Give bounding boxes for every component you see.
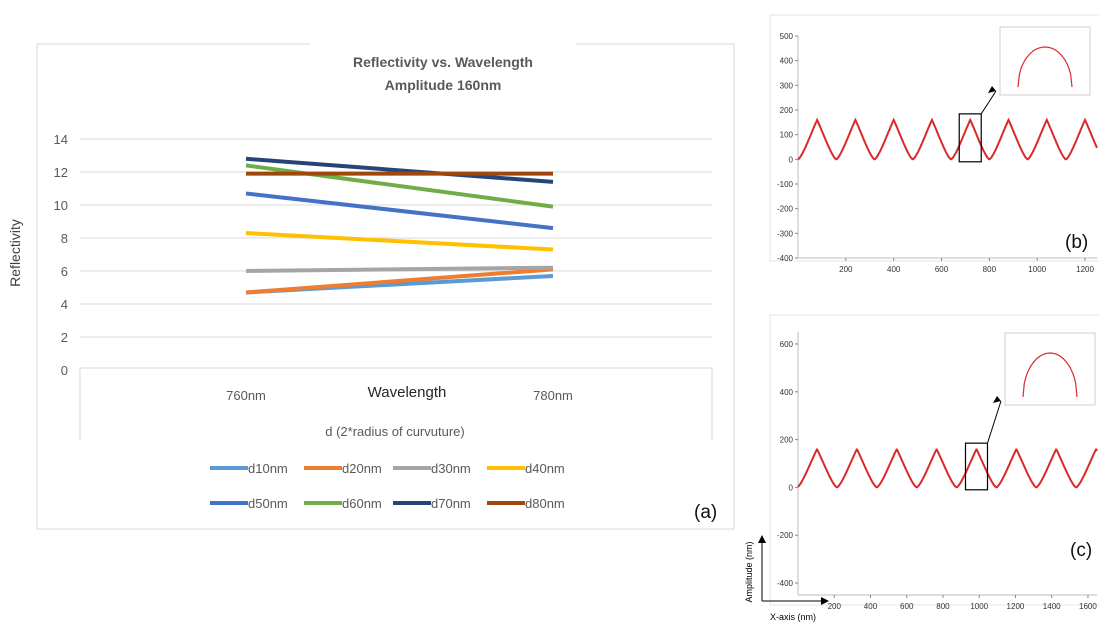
y-tick-label: 200 — [780, 436, 794, 445]
panel-c: -400 -200 0 200 400 600 200 400 600 800 1000 1200 14… — [769, 314, 1099, 611]
x-tick-label: 400 — [887, 265, 901, 274]
zoom-box — [958, 113, 982, 163]
y-tick-label: 0 — [789, 483, 794, 492]
profile-line — [797, 448, 1098, 489]
y-tick-label: 14 — [54, 132, 68, 147]
zoom-arrow-line — [987, 400, 1002, 444]
inset-profile-line — [1022, 352, 1078, 398]
zoom-arrow-line — [980, 90, 997, 115]
y-tick-label: 400 — [780, 57, 794, 66]
inset-frame — [1004, 332, 1096, 406]
x-axis-title: Wavelength — [368, 384, 447, 401]
legend-label: d40nm — [525, 461, 565, 476]
y-tick-label: 100 — [780, 131, 794, 140]
category-labels: 760nm 780nm — [226, 388, 573, 403]
legend-label: d50nm — [248, 496, 288, 511]
arrow-up-icon — [758, 535, 766, 543]
y-tick-label: -200 — [777, 205, 794, 214]
legend-label: d60nm — [342, 496, 382, 511]
y-tick-label: 2 — [61, 330, 68, 345]
axes-legend-x-label: X-axis (nm) — [770, 612, 816, 622]
y-tick-label: 6 — [61, 264, 68, 279]
x-tick-label: 1600 — [1079, 602, 1097, 611]
x-tick-label: 780nm — [533, 388, 573, 403]
zoom-arrow-icon — [988, 86, 996, 93]
panel-c-frame — [769, 314, 1099, 606]
x-tick-label: 800 — [936, 602, 950, 611]
y-tick-label: -300 — [777, 229, 794, 238]
legend-label: d80nm — [525, 496, 565, 511]
y-tick-label: -400 — [777, 579, 794, 588]
series-line-d70nm — [245, 156, 554, 184]
series-line-d20nm — [245, 267, 554, 295]
axes-legend-y-label: Amplitude (nm) — [744, 541, 754, 602]
x-tick-label: 1400 — [1043, 602, 1061, 611]
y-tick-label: 10 — [54, 198, 68, 213]
x-tick-label: 1000 — [1028, 265, 1046, 274]
panel-b-frame — [769, 14, 1099, 262]
series-line-d30nm — [245, 265, 554, 273]
y-tick-label: 300 — [780, 81, 794, 90]
x-tick-label: 200 — [828, 602, 842, 611]
x-tick-label: 600 — [935, 265, 949, 274]
title-box — [310, 42, 576, 106]
arrow-right-icon — [821, 597, 829, 605]
panel-b-plot: -400 -300 -200 -100 0 100 200 300 400 500 200 400 60… — [777, 26, 1098, 274]
legend-label: d20nm — [342, 461, 382, 476]
panel-a-label: (a) — [694, 502, 717, 523]
legend-label: d70nm — [431, 496, 471, 511]
x-tick-label: 1200 — [1076, 265, 1094, 274]
legend-label: d30nm — [431, 461, 471, 476]
y-tick-label: 600 — [780, 340, 794, 349]
zoom-box — [964, 442, 989, 491]
x-tick-label: 1200 — [1007, 602, 1025, 611]
panel-c-plot: -400 -200 0 200 400 600 200 400 600 800 1000 1200 14… — [777, 332, 1098, 611]
y-tick-label: 0 — [61, 363, 68, 378]
zoom-arrow-icon — [993, 396, 1001, 403]
x-tick-label: 800 — [983, 265, 997, 274]
series-line-d50nm — [245, 191, 554, 231]
y-tick-label: 12 — [54, 165, 68, 180]
chart-title-line2: Amplitude 160nm — [385, 77, 502, 93]
y-tick-label: -400 — [777, 254, 794, 263]
y-tick-label: 400 — [780, 388, 794, 397]
y-tick-label: 200 — [780, 106, 794, 115]
axes-legend: Amplitude (nm) X-axis (nm) — [744, 535, 829, 622]
panel-b: -400 -300 -200 -100 0 100 200 300 400 500 200 400 60… — [769, 14, 1099, 274]
panel-a: Reflectivity vs. Wavelength Amplitude 16… — [7, 42, 735, 530]
x-tick-label: 1000 — [970, 602, 988, 611]
panel-b-label: (b) — [1065, 232, 1088, 253]
x-tick-label: 600 — [900, 602, 914, 611]
x-tick-label: 400 — [864, 602, 878, 611]
y-tick-label: 4 — [61, 297, 68, 312]
x-tick-label: 760nm — [226, 388, 266, 403]
y-axis-title: Reflectivity — [7, 219, 23, 287]
series-line-d40nm — [245, 231, 554, 252]
legend: d10nm d20nm d30nm d40nm d50nm d60nm d70nm d80nm — [210, 461, 565, 511]
y-tick-label: 500 — [780, 32, 794, 41]
panel-c-label: (c) — [1070, 540, 1092, 561]
y-tick-labels: 0 2 4 6 8 10 12 14 — [54, 132, 68, 378]
inset-profile-line — [1017, 46, 1073, 88]
chart-title-line1: Reflectivity vs. Wavelength — [353, 54, 533, 70]
x-tick-label: 200 — [839, 265, 853, 274]
series-lines — [245, 156, 554, 295]
y-tick-label: -200 — [777, 531, 794, 540]
inset-frame — [999, 26, 1091, 96]
category-group-label: d (2*radius of curvuture) — [325, 424, 464, 439]
y-tick-label: -100 — [777, 180, 794, 189]
legend-label: d10nm — [248, 461, 288, 476]
y-tick-label: 8 — [61, 231, 68, 246]
profile-line — [797, 117, 1098, 161]
y-tick-label: 0 — [789, 155, 794, 164]
